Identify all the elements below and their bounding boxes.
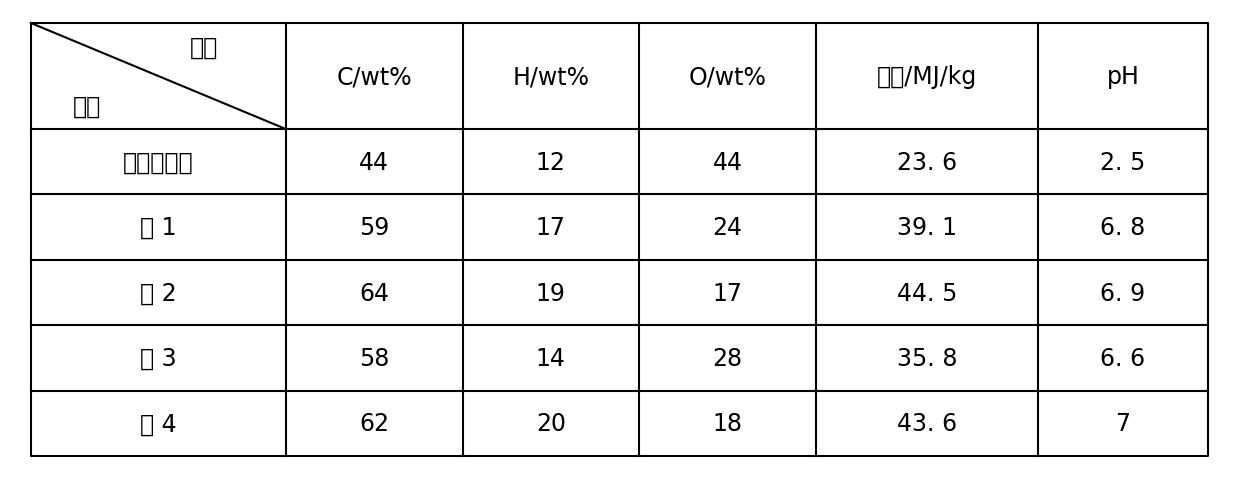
Text: 44: 44: [712, 151, 742, 174]
Text: 59: 59: [359, 216, 389, 240]
Text: pH: pH: [1106, 65, 1140, 89]
Text: 12: 12: [536, 151, 566, 174]
Text: 62: 62: [359, 411, 389, 435]
Text: 原始生物油: 原始生物油: [123, 151, 193, 174]
Text: 6. 6: 6. 6: [1100, 346, 1146, 370]
Text: 2. 5: 2. 5: [1100, 151, 1146, 174]
Text: 例 1: 例 1: [140, 216, 177, 240]
Text: 24: 24: [712, 216, 742, 240]
Text: H/wt%: H/wt%: [513, 65, 590, 89]
Text: 20: 20: [535, 411, 566, 435]
Text: 6. 8: 6. 8: [1100, 216, 1146, 240]
Text: 例 3: 例 3: [140, 346, 177, 370]
Text: 指标: 指标: [191, 36, 218, 59]
Text: 例 2: 例 2: [140, 281, 177, 305]
Text: 18: 18: [712, 411, 742, 435]
Text: 例 4: 例 4: [140, 411, 177, 435]
Text: 17: 17: [712, 281, 742, 305]
Text: 44. 5: 44. 5: [897, 281, 957, 305]
Text: 热值/MJ/kg: 热值/MJ/kg: [877, 65, 978, 89]
Text: 23. 6: 23. 6: [897, 151, 957, 174]
Text: 44: 44: [359, 151, 389, 174]
Text: 39. 1: 39. 1: [897, 216, 957, 240]
Text: 43. 6: 43. 6: [897, 411, 957, 435]
Text: 28: 28: [712, 346, 742, 370]
Text: 19: 19: [536, 281, 566, 305]
Text: 58: 58: [359, 346, 389, 370]
Text: O/wt%: O/wt%: [689, 65, 767, 89]
Text: 35. 8: 35. 8: [897, 346, 957, 370]
Text: 14: 14: [536, 346, 566, 370]
Text: 17: 17: [536, 216, 566, 240]
Text: C/wt%: C/wt%: [337, 65, 413, 89]
Text: 64: 64: [359, 281, 389, 305]
Text: 油样: 油样: [73, 95, 102, 119]
Text: 7: 7: [1115, 411, 1130, 435]
Text: 6. 9: 6. 9: [1100, 281, 1146, 305]
